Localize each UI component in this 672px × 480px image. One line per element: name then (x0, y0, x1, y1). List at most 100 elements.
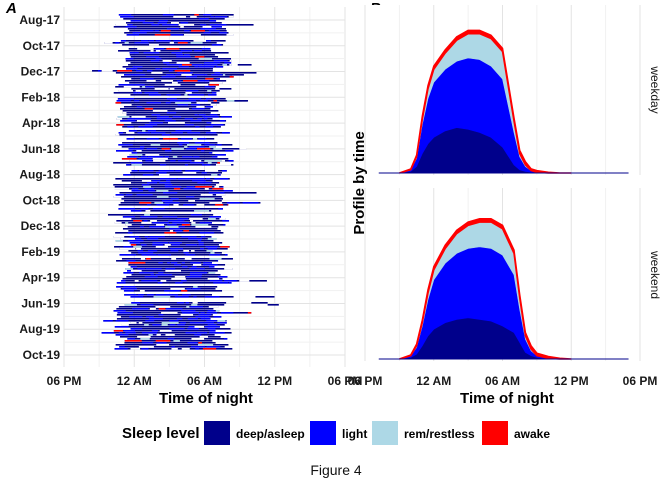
night-segment (175, 54, 184, 56)
night-segment (144, 276, 158, 278)
night-segment (198, 342, 203, 344)
night-segment (125, 222, 129, 224)
night-segment (168, 122, 185, 124)
night-segment (164, 156, 170, 158)
night-segment (181, 312, 199, 314)
night-segment (140, 78, 154, 80)
night-segment (160, 280, 167, 282)
night-segment (194, 160, 202, 162)
night-segment (201, 172, 207, 174)
night-segment (131, 302, 141, 304)
night-segment (183, 252, 189, 254)
night-segment (226, 100, 240, 102)
night-segment (169, 88, 175, 90)
night-segment (129, 316, 143, 318)
night-segment (197, 80, 210, 82)
night-segment (146, 294, 155, 296)
night-segment (181, 224, 191, 226)
night-bar (121, 146, 216, 148)
night-segment (178, 24, 195, 26)
night-segment (216, 144, 222, 146)
night-segment (141, 332, 158, 334)
night-segment (115, 24, 128, 26)
night-segment (130, 20, 145, 22)
night-bar (113, 26, 222, 28)
facet-strip-weekend: weekend (648, 250, 662, 299)
night-bar (130, 20, 217, 22)
night-segment (152, 324, 161, 326)
night-segment (191, 108, 205, 110)
night-segment (147, 238, 159, 240)
night-segment (155, 340, 171, 342)
night-segment (187, 328, 199, 330)
night-segment (148, 190, 155, 192)
night-bar (123, 18, 225, 20)
night-segment (163, 62, 170, 64)
night-segment (159, 178, 177, 180)
night-segment (127, 118, 135, 120)
night-segment (137, 294, 144, 296)
night-segment (168, 220, 185, 222)
night-segment (222, 64, 228, 66)
night-segment (210, 124, 224, 126)
night-segment (116, 124, 124, 126)
night-segment (124, 42, 129, 44)
night-segment (151, 330, 159, 332)
night-segment (139, 202, 152, 204)
night-bar (120, 40, 226, 42)
night-segment (198, 66, 215, 68)
night-segment (156, 116, 169, 118)
night-segment (161, 148, 170, 150)
night-segment (184, 118, 193, 120)
panel-a-y-ticks: Aug-17 Oct-17 Dec-17 Feb-18 Apr-18 Jun-18 Aug-… (19, 13, 60, 362)
night-segment (180, 50, 193, 52)
night-bar (125, 58, 232, 60)
night-segment (198, 114, 206, 116)
night-segment (204, 144, 216, 146)
night-segment (165, 308, 183, 310)
night-segment (143, 220, 148, 222)
night-bar (131, 274, 221, 276)
night-segment (149, 44, 159, 46)
legend-swatch-light (310, 421, 336, 445)
night-segment (206, 346, 221, 348)
panel-a-y-tick: Jun-19 (21, 296, 60, 310)
night-segment (219, 218, 226, 220)
night-segment (150, 220, 157, 222)
night-bar (120, 238, 217, 240)
night-segment (104, 42, 113, 44)
night-segment (169, 228, 180, 230)
night-segment (146, 102, 161, 104)
night-segment (155, 40, 171, 42)
night-segment (164, 150, 172, 152)
legend-swatch-rem-restless (372, 421, 398, 445)
night-bar (121, 158, 229, 160)
night-segment (123, 290, 135, 292)
night-segment (183, 30, 190, 32)
night-segment (210, 236, 212, 238)
night-segment (182, 266, 188, 268)
night-segment (208, 30, 220, 32)
night-segment (170, 198, 179, 200)
night-segment (139, 146, 145, 148)
night-bar (121, 258, 233, 260)
night-segment (189, 322, 204, 324)
panel-a-x-title: Time of night (159, 390, 253, 407)
night-segment (114, 326, 129, 328)
panel-a-x-ticks: 06 PM 12 AM 06 AM 12 PM 06 PM (47, 374, 363, 388)
night-segment (142, 86, 146, 88)
night-bar (122, 112, 211, 114)
night-bar (116, 282, 232, 284)
night-segment (172, 294, 179, 296)
night-segment (226, 34, 234, 36)
night-segment (191, 346, 205, 348)
night-segment (155, 306, 171, 308)
night-bar (115, 86, 216, 88)
night-segment (194, 56, 205, 58)
panel-a-y-tick: Aug-17 (19, 13, 60, 27)
night-bar (119, 192, 257, 194)
night-segment (215, 154, 226, 156)
night-segment (156, 224, 165, 226)
night-segment (224, 268, 233, 270)
night-segment (147, 70, 153, 72)
